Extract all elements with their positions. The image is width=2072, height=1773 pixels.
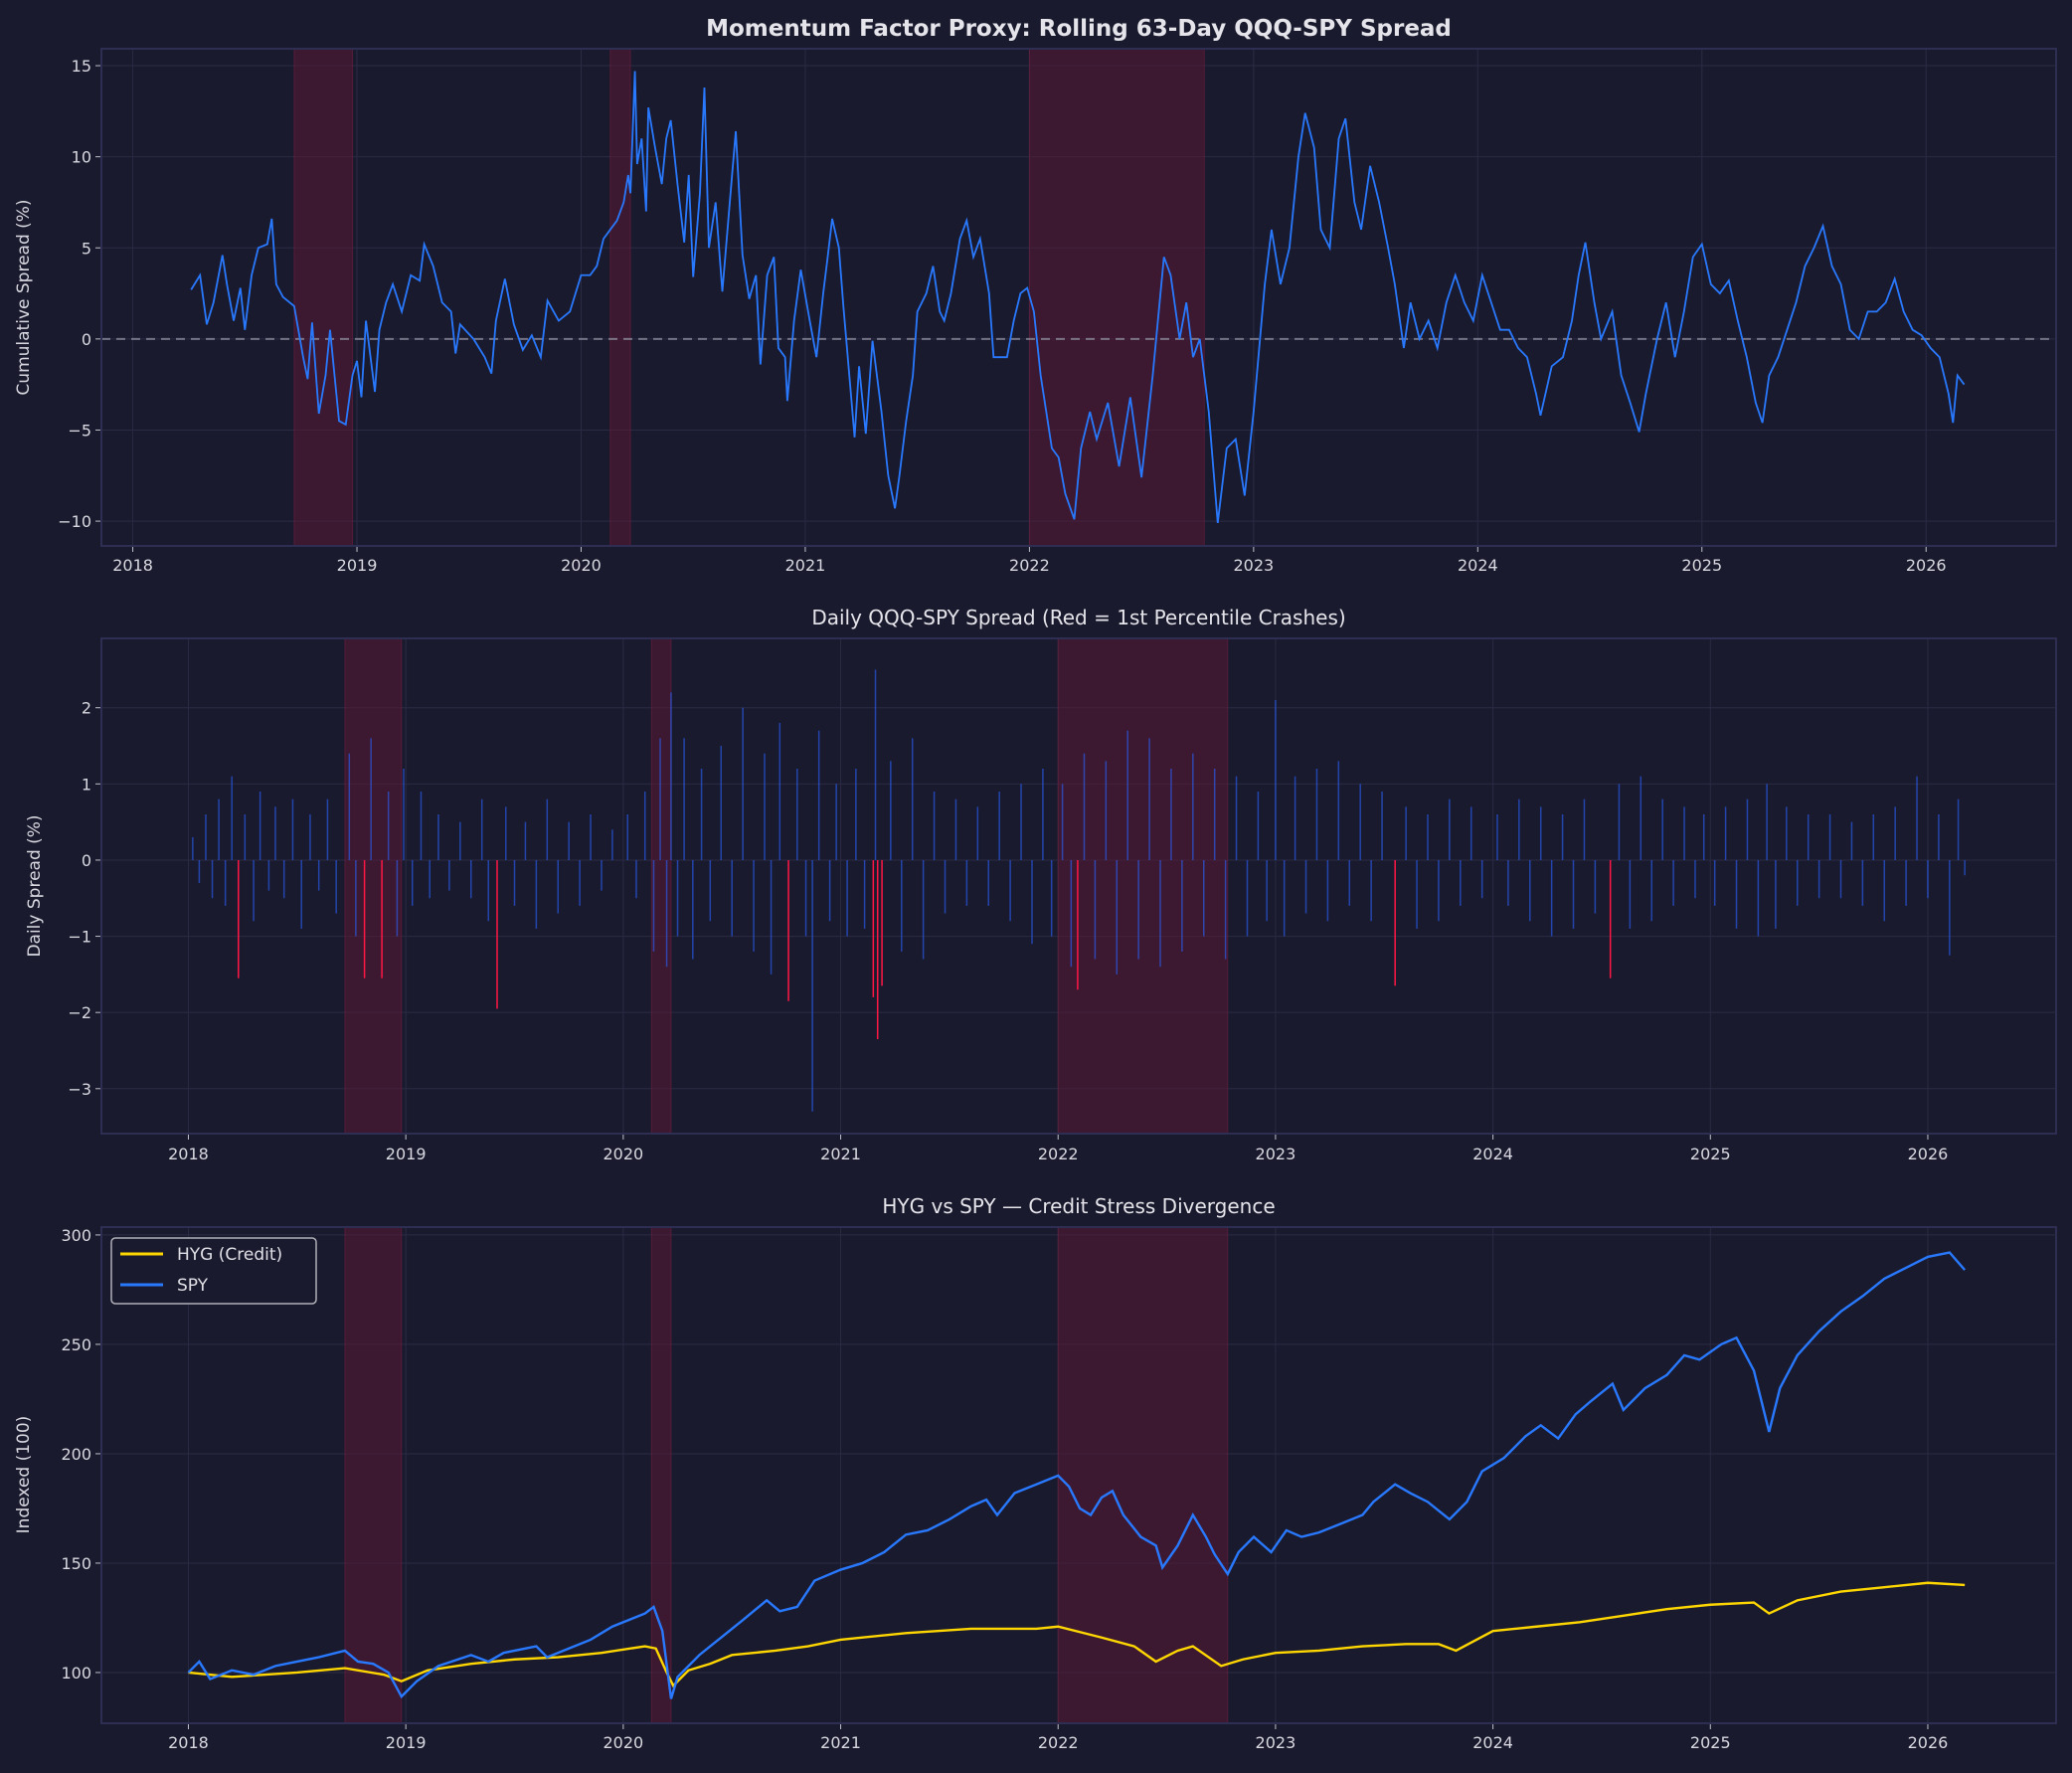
y-tick-label: −2 bbox=[68, 1003, 91, 1022]
y-tick-label: 200 bbox=[61, 1445, 91, 1464]
x-tick-label: 2022 bbox=[1038, 1145, 1079, 1163]
x-tick-label: 2024 bbox=[1472, 1145, 1513, 1163]
stress-period-shade bbox=[344, 637, 403, 1135]
x-tick-label: 2018 bbox=[168, 1733, 209, 1752]
y-tick-label: −3 bbox=[68, 1080, 91, 1099]
y-axis-label: Cumulative Spread (%) bbox=[14, 199, 34, 395]
panel-daily-spread: Daily QQQ-SPY Spread (Red = 1st Percenti… bbox=[25, 606, 2057, 1163]
plot-area: 2018 2019 2020 2021 2022 2023 2024 2025 2026 −10 −… bbox=[58, 48, 2057, 575]
stress-period-shade bbox=[609, 48, 631, 547]
x-tick-label: 2021 bbox=[820, 1145, 861, 1163]
y-tick-label: 15 bbox=[72, 57, 91, 76]
y-tick-label: −10 bbox=[58, 512, 91, 531]
plot-area: 2018 2019 2020 2021 2022 2023 2024 2025 2026 100 1… bbox=[61, 1226, 2057, 1752]
y-tick-label: 2 bbox=[82, 699, 91, 718]
stress-period-shade bbox=[293, 48, 354, 547]
data-layer bbox=[192, 669, 1966, 1112]
legend-label-spy: SPY bbox=[177, 1276, 209, 1296]
x-tick-label: 2019 bbox=[337, 556, 378, 575]
stress-period-shade bbox=[650, 637, 672, 1135]
y-tick-label: 100 bbox=[61, 1664, 91, 1683]
x-tick-label: 2025 bbox=[1681, 556, 1722, 575]
y-tick-label: 300 bbox=[61, 1226, 91, 1245]
x-tick-label: 2026 bbox=[1908, 1145, 1949, 1163]
chart-title: Daily QQQ-SPY Spread (Red = 1st Percenti… bbox=[811, 606, 1345, 629]
legend-label-hyg: HYG (Credit) bbox=[177, 1245, 282, 1265]
spread-line bbox=[190, 71, 1966, 524]
x-tick-label: 2022 bbox=[1009, 556, 1050, 575]
x-tick-label: 2020 bbox=[561, 556, 602, 575]
stress-period-shade bbox=[344, 1226, 403, 1724]
y-tick-label: 5 bbox=[82, 239, 91, 258]
x-tick-label: 2020 bbox=[603, 1145, 643, 1163]
y-tick-label: −5 bbox=[68, 421, 91, 440]
x-tick-label: 2019 bbox=[386, 1733, 427, 1752]
x-tick-label: 2024 bbox=[1458, 556, 1498, 575]
y-tick-label: 1 bbox=[82, 775, 91, 794]
x-tick-label: 2020 bbox=[603, 1733, 643, 1752]
x-tick-label: 2023 bbox=[1233, 556, 1274, 575]
legend: HYG (Credit) SPY bbox=[110, 1237, 317, 1305]
x-tick-label: 2019 bbox=[386, 1145, 427, 1163]
y-tick-label: 150 bbox=[61, 1554, 91, 1573]
plot-area: 2018 2019 2020 2021 2022 2023 2024 2025 2026 −3 −2… bbox=[68, 637, 2057, 1163]
stress-period-shade bbox=[1028, 48, 1205, 547]
x-tick-label: 2026 bbox=[1906, 556, 1947, 575]
axes-frame bbox=[100, 48, 2057, 547]
stress-period-shade bbox=[1057, 637, 1229, 1135]
hyg-line bbox=[188, 1581, 1966, 1688]
y-axis-label: Daily Spread (%) bbox=[25, 814, 45, 957]
x-tick-label: 2024 bbox=[1472, 1733, 1513, 1752]
x-tick-label: 2021 bbox=[820, 1733, 861, 1752]
panel-hyg-vs-spy: HYG vs SPY — Credit Stress Divergence In… bbox=[14, 1194, 2057, 1752]
y-axis-label: Indexed (100) bbox=[14, 1416, 34, 1534]
x-tick-label: 2018 bbox=[168, 1145, 209, 1163]
x-tick-label: 2022 bbox=[1038, 1733, 1079, 1752]
y-tick-label: 250 bbox=[61, 1335, 91, 1354]
x-tick-label: 2018 bbox=[112, 556, 153, 575]
chart-title: HYG vs SPY — Credit Stress Divergence bbox=[882, 1194, 1275, 1218]
y-tick-label: −1 bbox=[68, 928, 91, 947]
x-tick-label: 2025 bbox=[1690, 1145, 1731, 1163]
data-layer bbox=[187, 1251, 1967, 1699]
x-tick-label: 2023 bbox=[1256, 1733, 1296, 1752]
panel-cumulative-spread: Momentum Factor Proxy: Rolling 63-Day QQ… bbox=[14, 16, 2057, 575]
chart-title: Momentum Factor Proxy: Rolling 63-Day QQ… bbox=[706, 16, 1452, 42]
spy-line bbox=[187, 1251, 1967, 1699]
x-tick-label: 2025 bbox=[1690, 1733, 1731, 1752]
axes-frame bbox=[100, 1226, 2057, 1724]
y-tick-label: 0 bbox=[82, 330, 91, 349]
x-tick-label: 2026 bbox=[1908, 1733, 1949, 1752]
x-tick-label: 2023 bbox=[1256, 1145, 1296, 1163]
y-tick-label: 10 bbox=[72, 148, 91, 167]
axes-frame bbox=[100, 637, 2057, 1135]
x-tick-label: 2021 bbox=[785, 556, 826, 575]
stress-period-shade bbox=[1057, 1226, 1229, 1724]
data-layer bbox=[101, 71, 2056, 524]
y-tick-label: 0 bbox=[82, 851, 91, 870]
